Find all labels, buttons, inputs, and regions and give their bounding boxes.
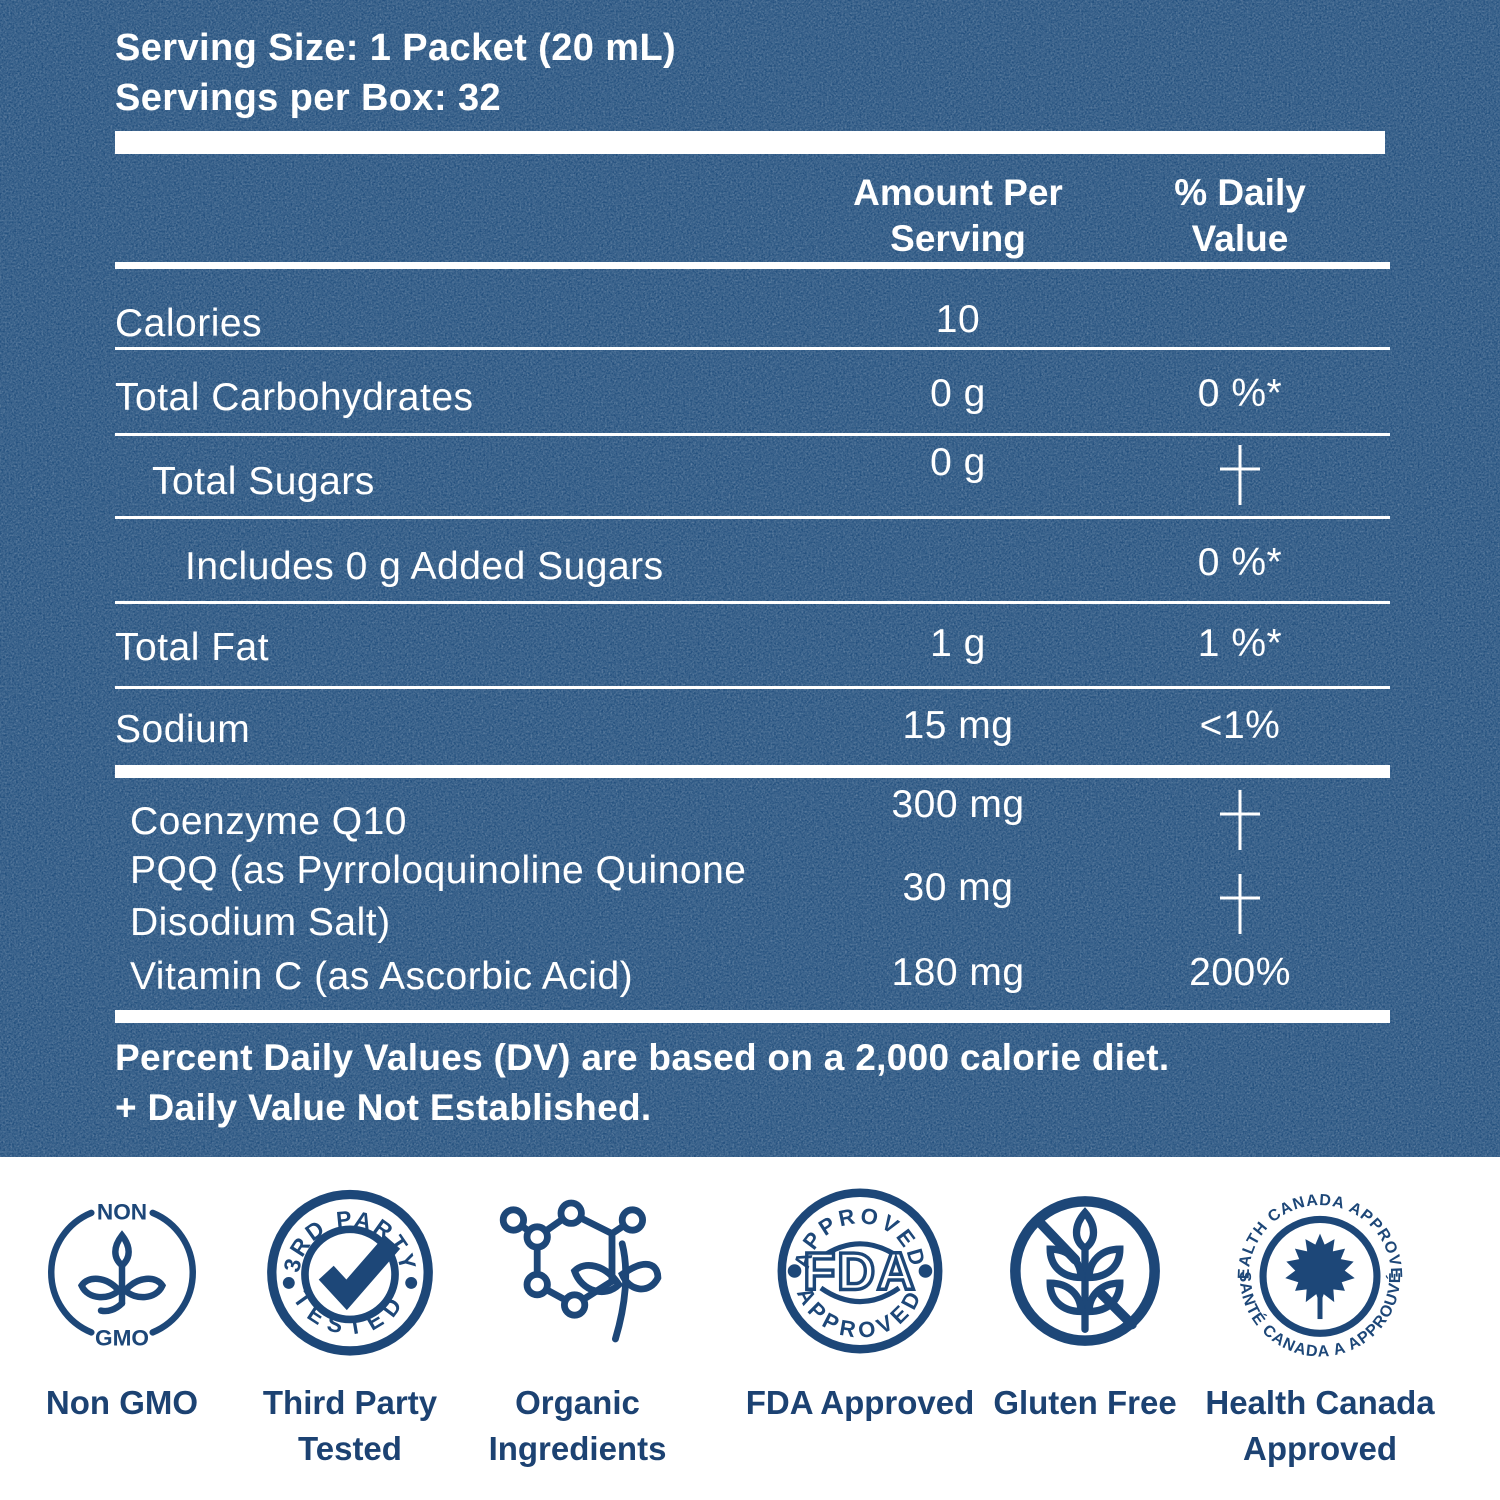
organic-ingredients-icon	[455, 1180, 700, 1362]
row-calories-amount: 10	[935, 298, 981, 341]
divider-row	[115, 433, 1390, 436]
row-total-fat-amount: 1 g	[930, 622, 986, 665]
fda-stamp-center-text: FDA	[803, 1243, 916, 1302]
badge-non-gmo: NON GMO Non GMO	[22, 1180, 222, 1426]
row-sodium-amount: 15 mg	[902, 704, 1014, 747]
badge-fda-approved: FDA APPROVED APPROVED FDA Approved	[745, 1180, 975, 1426]
divider-row	[115, 347, 1390, 350]
row-total-sugars-amount: 0 g	[930, 441, 986, 484]
dagger-icon	[1220, 445, 1260, 505]
nutrition-panel: Serving Size: 1 Packet (20 mL) Servings …	[0, 0, 1500, 1157]
row-carbohydrates-dv: 0 %*	[1197, 372, 1283, 415]
dagger-icon	[1220, 790, 1260, 850]
row-total-fat-name: Total Fat	[115, 626, 270, 669]
row-sodium-name: Sodium	[115, 708, 251, 751]
servings-per-box-text: Servings per Box: 32	[115, 77, 502, 119]
row-pqq-amount: 30 mg	[902, 866, 1014, 909]
badge-label-health-canada-approved: Health Canada Approved	[1205, 1384, 1435, 1467]
footnote-daily-values: Percent Daily Values (DV) are based on a…	[115, 1037, 1170, 1078]
health-canada-approved-icon: HEALTH CANADA APPROVED SANTÉ CANADA A AP…	[1165, 1180, 1475, 1362]
row-added-sugars-name: Includes 0 g Added Sugars	[185, 545, 664, 588]
row-sodium-dv: <1%	[1199, 704, 1281, 747]
daily-value-header: % Daily Value	[1174, 172, 1306, 259]
serving-size-text: Serving Size: 1 Packet (20 mL)	[115, 27, 677, 69]
divider-row	[115, 601, 1390, 604]
badge-third-party-tested: 3RD PARTY TESTED Third Party Tested	[240, 1180, 460, 1472]
badge-health-canada-approved: HEALTH CANADA APPROVED SANTÉ CANADA A AP…	[1165, 1180, 1475, 1472]
row-total-sugars-name: Total Sugars	[152, 460, 375, 503]
row-vitamin-c-name: Vitamin C (as Ascorbic Acid)	[130, 955, 634, 998]
badge-label-organic-ingredients: Organic Ingredients	[488, 1384, 667, 1467]
amount-per-serving-header: Amount Per Serving	[853, 172, 1063, 259]
row-vitamin-c-amount: 180 mg	[891, 951, 1025, 994]
divider-thick-bottom	[115, 1010, 1390, 1023]
badge-organic-ingredients: Organic Ingredients	[455, 1180, 700, 1472]
fda-approved-icon: FDA APPROVED APPROVED	[745, 1180, 975, 1362]
badge-label-fda-approved: FDA Approved	[745, 1384, 975, 1421]
row-carbohydrates-name: Total Carbohydrates	[115, 376, 474, 419]
row-total-fat-dv: 1 %*	[1197, 622, 1283, 665]
divider-header	[115, 262, 1390, 269]
row-added-sugars-dv: 0 %*	[1197, 541, 1283, 584]
third-party-tested-icon: 3RD PARTY TESTED	[240, 1180, 460, 1362]
badge-gluten-free: Gluten Free	[965, 1180, 1205, 1426]
non-gmo-icon-top-text: NON	[97, 1199, 147, 1224]
badge-label-gluten-free: Gluten Free	[993, 1384, 1177, 1421]
divider-thick-top	[115, 131, 1385, 154]
badge-label-third-party-tested: Third Party Tested	[262, 1384, 438, 1467]
row-vitamin-c-dv: 200%	[1189, 951, 1291, 994]
row-carbohydrates-amount: 0 g	[930, 372, 986, 415]
row-calories-name: Calories	[115, 302, 263, 345]
badge-label-non-gmo: Non GMO	[45, 1384, 199, 1421]
non-gmo-icon-bottom-text: GMO	[95, 1325, 149, 1350]
row-coq10-name: Coenzyme Q10	[130, 800, 407, 843]
row-pqq-name: PQQ (as Pyrroloquinoline Quinone Disodiu…	[130, 849, 747, 944]
non-gmo-icon: NON GMO	[22, 1180, 222, 1362]
dagger-icon	[1220, 874, 1260, 934]
divider-thick-mid	[115, 765, 1390, 778]
footnote-not-established: + Daily Value Not Established.	[115, 1087, 652, 1128]
divider-row	[115, 516, 1390, 519]
gluten-free-icon	[965, 1180, 1205, 1362]
row-coq10-amount: 300 mg	[891, 783, 1025, 826]
divider-row	[115, 686, 1390, 689]
